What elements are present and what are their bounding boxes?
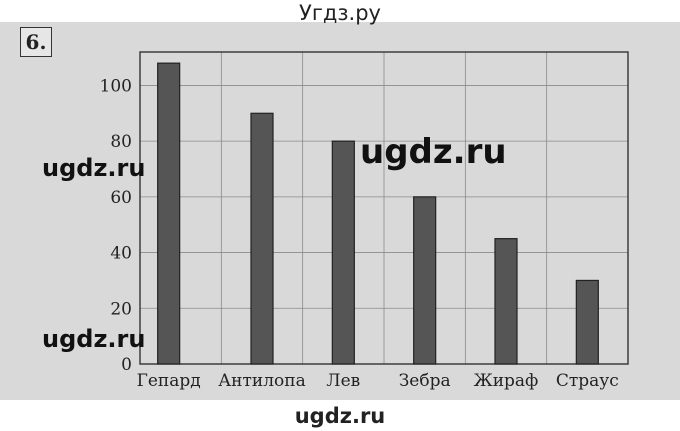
bar-6 [575, 279, 599, 365]
x-tick-label: Страус [556, 371, 619, 391]
watermark: ugdz.ru [42, 325, 146, 353]
y-tick-labels: 0 20 40 60 80 100 [100, 76, 132, 375]
y-tick-label: 0 [121, 355, 132, 375]
footer-watermark: ugdz.ru [294, 404, 386, 428]
bar-5 [494, 238, 518, 365]
x-tick-labels: Гепард Антилопа Лев Зебра Жираф Страус [137, 371, 619, 391]
x-tick-label: Гепард [137, 371, 201, 391]
watermark: ugdz.ru [360, 132, 507, 172]
y-tick-label: 20 [110, 299, 132, 319]
y-tick-label: 100 [100, 76, 132, 96]
task-number: 6. [20, 27, 52, 57]
bar-3 [331, 140, 355, 365]
site-title: Угдз.ру [299, 1, 381, 25]
bar-4 [413, 196, 437, 365]
plot-frame [139, 51, 629, 365]
bar-1 [157, 62, 181, 365]
y-tick-label: 60 [110, 188, 132, 208]
x-tick-label: Зебра [399, 371, 451, 391]
grid-lines [139, 51, 629, 365]
y-tick-label: 40 [110, 244, 132, 264]
x-tick-label: Жираф [474, 371, 539, 391]
x-tick-label: Лев [326, 371, 360, 391]
bars [157, 62, 599, 365]
bar-2 [250, 112, 274, 365]
y-tick-label: 80 [110, 132, 132, 152]
x-tick-label: Антилопа [218, 371, 305, 391]
watermark: ugdz.ru [42, 154, 146, 182]
